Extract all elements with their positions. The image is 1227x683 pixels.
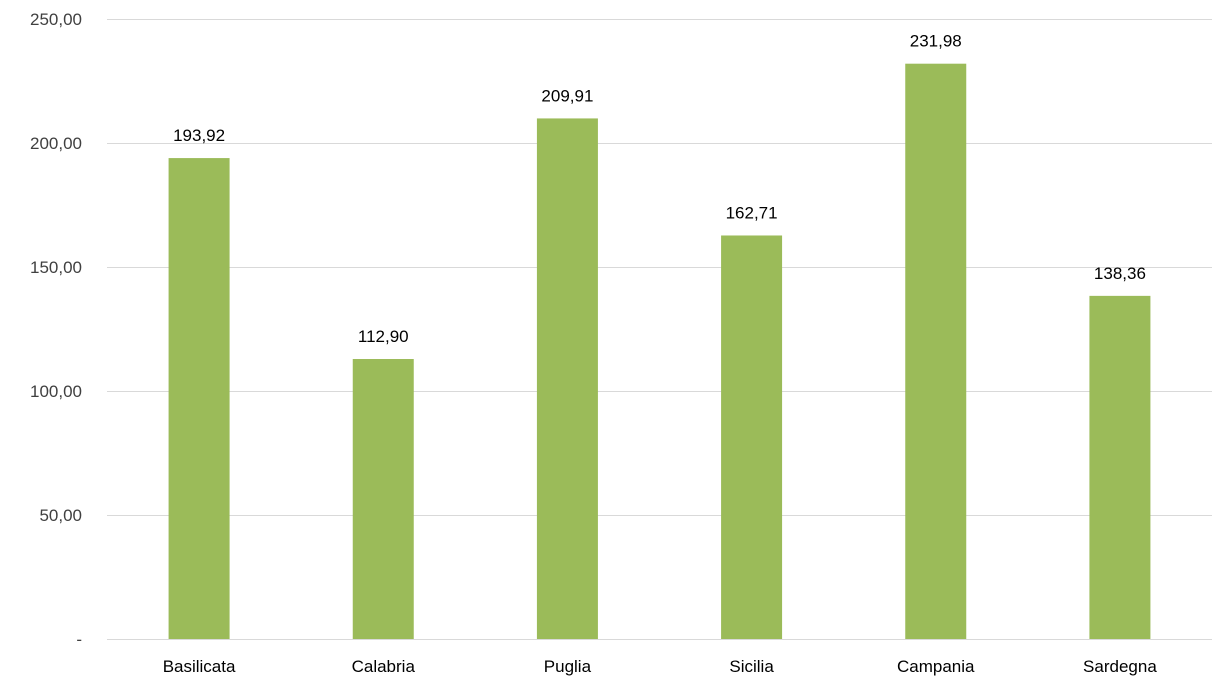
- x-axis-category-labels: Basilicata Calabria Puglia Sicilia Campania S…: [163, 657, 1158, 676]
- bar: [905, 63, 967, 640]
- y-tick-label: 250,00: [30, 10, 82, 29]
- y-tick-label: 200,00: [30, 134, 82, 153]
- bar: [721, 235, 783, 640]
- data-label: 231,98: [910, 32, 962, 51]
- gridlines: [107, 19, 1212, 640]
- y-tick-label: 150,00: [30, 258, 82, 277]
- data-label: 193,92: [173, 126, 225, 145]
- y-tick-label: 100,00: [30, 382, 82, 401]
- y-tick-label: -: [76, 630, 82, 649]
- data-labels: 193,92 112,90 209,91 162,71 231,98 138,36: [173, 32, 1146, 346]
- y-axis-tick-labels: - 50,00 100,00 150,00 200,00 250,00: [30, 10, 82, 649]
- data-label: 112,90: [358, 327, 409, 346]
- x-category-label: Calabria: [352, 657, 416, 676]
- x-category-label: Puglia: [544, 657, 592, 676]
- x-category-label: Basilicata: [163, 657, 236, 676]
- x-category-label: Sardegna: [1083, 657, 1157, 676]
- y-tick-label: 50,00: [39, 506, 82, 525]
- data-label: 138,36: [1094, 264, 1146, 283]
- data-label: 209,91: [541, 86, 593, 105]
- bar: [168, 158, 230, 639]
- x-category-label: Sicilia: [729, 657, 774, 676]
- bar: [352, 359, 414, 639]
- data-label: 162,71: [726, 203, 778, 222]
- bars: [168, 63, 1151, 640]
- x-category-label: Campania: [897, 657, 975, 676]
- bar: [1089, 295, 1151, 639]
- bar: [536, 118, 598, 639]
